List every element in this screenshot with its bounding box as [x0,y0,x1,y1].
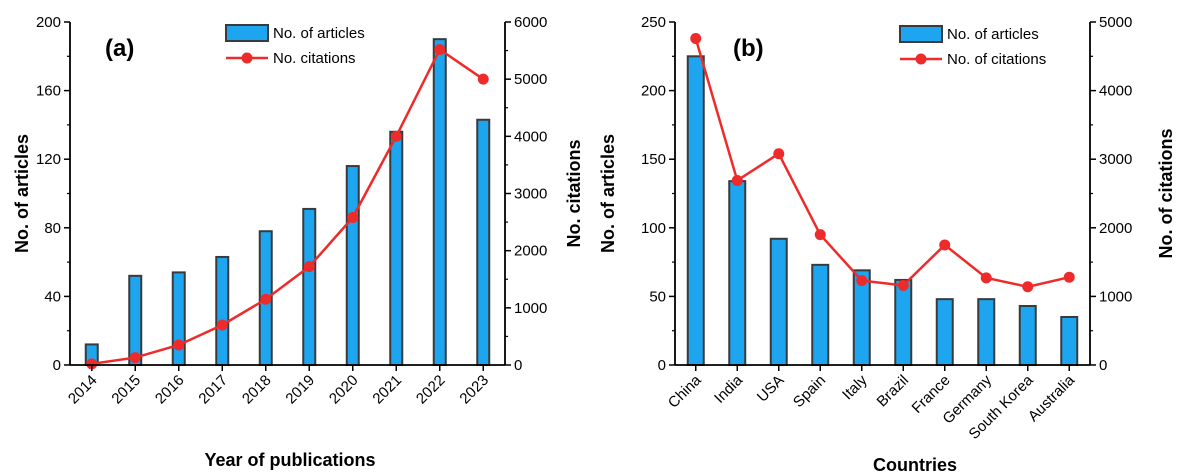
citation-point-4 [260,293,272,305]
left-tick-label: 150 [641,151,666,168]
left-tick-label: 80 [44,220,61,237]
left-tick-label: 40 [44,288,61,305]
citation-point-9 [1063,271,1075,283]
citation-point-2 [173,339,185,351]
right-tick-label: 2000 [514,243,547,260]
citation-point-8 [1022,281,1034,293]
x-tick-label: Spain [790,372,829,411]
bar-2021 [389,130,404,366]
right-tick-label: 0 [514,357,522,374]
right-tick-label: 3000 [1099,151,1132,168]
x-tick-label: Australia [1025,371,1079,425]
bar-france [935,298,954,367]
legend-articles-label: No. of articles [947,26,1039,43]
legend-bar-swatch [899,25,943,43]
citation-point-7 [390,130,402,142]
bar-2016 [171,271,186,367]
bar-china [686,55,705,367]
bar-germany [977,298,996,367]
right-tick-label: 5000 [1099,14,1132,31]
citation-point-5 [897,279,909,291]
bar-brazil [894,278,913,367]
bar-2019 [302,207,317,366]
right-tick-label: 4000 [514,128,547,145]
citation-point-3 [814,229,826,241]
left-tick-label: 0 [53,357,61,374]
x-tick-label: USA [754,372,788,406]
citation-point-7 [980,272,992,284]
citation-point-1 [129,352,141,364]
citations-line [694,38,1070,289]
bar-south-korea [1018,305,1037,366]
legend-articles-label: No. of articles [273,25,365,42]
citation-point-0 [690,32,702,44]
x-tick-label: 2022 [413,372,449,408]
y-axis-title: No. of articles [12,134,32,253]
right-tick-label: 4000 [1099,83,1132,100]
right-tick-label: 1000 [1099,288,1132,305]
panel-label: (b) [733,35,764,62]
right-tick-label: 2000 [1099,220,1132,237]
left-tick-label: 120 [36,151,61,168]
x-tick-label: 2021 [369,372,405,408]
left-tick-label: 250 [641,14,666,31]
x-tick-label: 2017 [195,372,231,408]
x-axis-title: Countries [873,455,957,473]
left-tick-label: 100 [641,220,666,237]
bar-2023 [476,118,491,366]
y2-axis-title: No. of citations [1156,129,1176,259]
right-tick-label: 3000 [514,186,547,203]
left-tick-label: 200 [641,83,666,100]
left-tick-label: 160 [36,83,61,100]
left-tick-label: 0 [658,357,666,374]
legend-bar-swatch [225,24,269,42]
x-tick-label: 2018 [239,372,275,408]
x-tick-label: China [665,371,705,411]
citation-point-5 [303,261,315,273]
citation-point-6 [939,239,951,251]
y-axis-title: No. of articles [598,134,618,253]
bar-spain [811,263,830,366]
x-tick-label: 2014 [65,372,101,408]
citation-point-4 [856,275,868,287]
bar-2020 [345,165,360,366]
citation-point-2 [773,148,785,160]
legend-citations-label: No. citations [273,50,356,67]
legend-citations-label: No. of citations [947,51,1046,68]
x-tick-label: 2023 [456,372,492,408]
right-tick-label: 5000 [514,71,547,88]
x-tick-label: India [711,371,746,406]
citation-point-3 [216,319,228,331]
x-tick-label: 2015 [108,372,144,408]
citation-point-0 [86,358,98,370]
bar-india [728,180,747,366]
x-tick-label: 2020 [326,372,362,408]
panel-label: (a) [105,35,134,62]
right-tick-label: 0 [1099,357,1107,374]
citation-point-9 [477,73,489,85]
right-tick-label: 1000 [514,300,547,317]
x-tick-label: 2019 [282,372,318,408]
x-tick-label: Italy [839,371,871,403]
legend-line-marker [915,53,927,65]
x-tick-label: 2016 [152,372,188,408]
bar-2022 [432,38,447,367]
right-tick-label: 6000 [514,14,547,31]
bar-2015 [128,274,143,367]
left-tick-label: 50 [649,288,666,305]
bar-australia [1060,315,1079,367]
bar-usa [769,237,788,366]
bar-2017 [215,255,230,366]
left-tick-label: 200 [36,14,61,31]
y2-axis-title: No. citations [564,139,584,247]
citation-point-8 [434,43,446,55]
citation-point-1 [731,174,743,186]
x-axis-title: Year of publications [204,450,375,470]
legend-line-marker [241,52,253,64]
x-tick-label: Brazil [874,372,913,411]
citation-point-6 [347,212,359,224]
citations-line [91,47,484,366]
